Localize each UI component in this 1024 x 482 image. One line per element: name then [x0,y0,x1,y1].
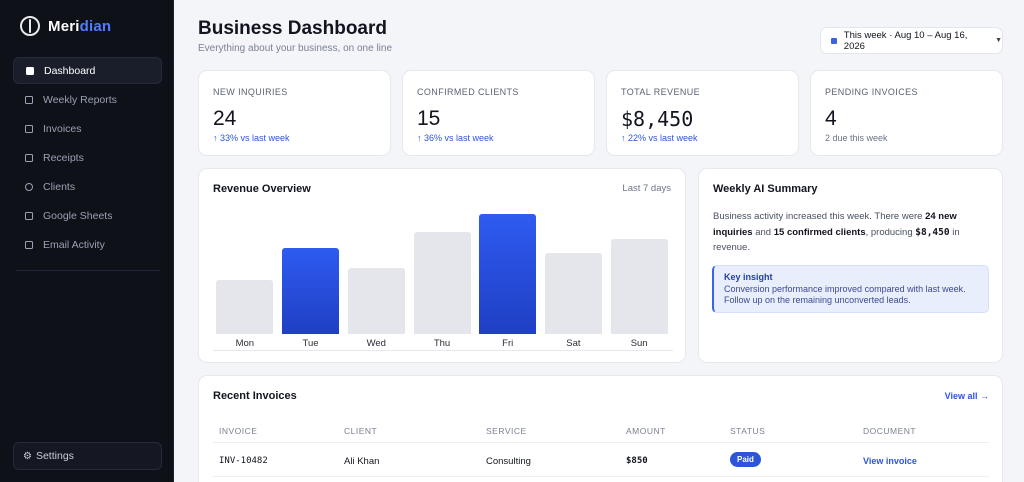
logo-icon [20,16,40,36]
invoice-service: Consulting [486,456,531,467]
stat-label: CONFIRMED CLIENTS [417,87,519,97]
stat-card-total-revenue: TOTAL REVENUE $8,450 ↑ 22% vs last week [606,70,799,156]
page-subtitle: Everything about your business, on one l… [198,43,393,54]
sidebar-item-google-sheets[interactable]: Google Sheets [13,202,162,229]
ai-summary-title: Weekly AI Summary [713,183,818,195]
clients-icon [25,182,33,191]
email-icon [25,240,33,249]
column-header-service: SERVICE [486,426,527,436]
table-header-divider [213,442,989,443]
receipt-icon [25,153,33,162]
brand-name: Meridian [48,17,112,35]
x-tick-label: Sun [630,338,648,349]
revenue-bar-chart: Mon Tue Wed Thu Fri Sat Sun [213,209,673,349]
stat-value: 4 [825,107,837,130]
sidebar: Meridian Dashboard Weekly Reports Invoic… [0,0,174,482]
sidebar-item-label: Email Activity [43,238,105,251]
sidebar-item-label: Invoices [43,122,82,135]
stat-delta: ↑ 33% vs last week [213,133,290,143]
sidebar-item-label: Weekly Reports [43,93,117,106]
bar-sun[interactable] [610,239,668,334]
column-header-amount: AMOUNT [626,426,666,436]
view-invoice-link[interactable]: View invoice [863,456,917,466]
x-tick-label: Wed [366,338,386,349]
sidebar-divider [16,270,160,271]
invoice-client: Ali Khan [344,456,380,467]
x-tick-label: Sat [566,338,581,349]
sidebar-item-weekly-reports[interactable]: Weekly Reports [13,86,162,113]
stat-value: $8,450 [621,107,694,131]
stat-value: 15 [417,107,441,130]
gear-icon: ⚙ [23,450,32,462]
stat-card-pending-invoices: PENDING INVOICES 4 2 due this week [810,70,1003,156]
column-header-status: STATUS [730,426,766,436]
stat-label: TOTAL REVENUE [621,87,701,97]
stat-label: NEW INQUIRIES [213,87,288,97]
bar-fri[interactable] [479,214,537,334]
date-range-picker[interactable]: This week · Aug 10 – Aug 16, 2026 ▼ [820,27,1003,54]
stat-delta: ↑ 36% vs last week [417,133,494,143]
ai-summary-card: Weekly AI Summary Business activity incr… [698,168,1003,363]
settings-label: Settings [35,450,74,462]
view-all-link[interactable]: View all → [944,391,989,401]
bar-mon[interactable] [216,279,274,334]
sidebar-item-label: Receipts [43,151,84,164]
column-header-client: CLIENT [344,426,378,436]
insight-text: Conversion performance improved compared… [724,284,966,305]
sidebar-item-label: Google Sheets [43,209,113,222]
sidebar-item-invoices[interactable]: Invoices [13,115,162,142]
invoices-title: Recent Invoices [213,390,297,402]
bar-thu[interactable] [413,231,471,334]
x-tick-label: Fri [502,338,514,349]
date-range-label: This week · Aug 10 – Aug 16, 2026 [843,29,968,52]
chart-range: Last 7 days [622,183,671,194]
sidebar-item-email-activity[interactable]: Email Activity [13,231,162,258]
chart-title: Revenue Overview [213,183,311,195]
column-header-document: DOCUMENT [863,426,917,436]
bar-sat[interactable] [544,252,602,334]
chart-baseline [213,350,673,351]
settings-button[interactable]: ⚙ Settings [13,442,162,470]
sidebar-item-dashboard[interactable]: Dashboard [13,57,162,84]
ai-summary-body: Business activity increased this week. T… [713,211,960,253]
insight-title: Key insight [724,272,773,282]
x-tick-label: Thu [433,338,451,349]
report-icon [25,95,33,104]
stat-delta: ↑ 22% vs last week [621,133,698,143]
stat-delta: 2 due this week [825,133,888,143]
bar-wed[interactable] [347,268,405,334]
revenue-overview-card: Revenue Overview Last 7 days Mon Tue Wed Th… [198,168,686,363]
sidebar-item-label: Clients [43,180,76,193]
stat-label: PENDING INVOICES [825,87,918,97]
status-badge: Paid [730,452,761,467]
brand-logo[interactable]: Meridian [20,16,111,36]
x-tick-label: Tue [302,338,319,349]
dashboard-icon [26,66,34,75]
stat-value: 24 [213,107,237,130]
sidebar-item-clients[interactable]: Clients [13,173,162,200]
invoice-icon [25,124,33,133]
stat-card-confirmed-clients: CONFIRMED CLIENTS 15 ↑ 36% vs last week [402,70,595,156]
sidebar-item-receipts[interactable]: Receipts [13,144,162,171]
sheets-icon [25,211,33,220]
page-title: Business Dashboard [198,18,387,39]
key-insight-callout: Key insight Conversion performance impro… [712,265,989,313]
bar-tue[interactable] [282,247,340,334]
sidebar-item-label: Dashboard [44,64,96,77]
recent-invoices-card: Recent Invoices View all → INVOICE CLIEN… [198,375,1003,482]
x-tick-label: Mon [235,338,255,349]
calendar-icon [831,37,837,44]
table-row-divider [213,476,989,477]
invoice-amount: $850 [626,456,648,466]
invoice-number: INV-10482 [219,456,268,466]
stat-card-new-inquiries: NEW INQUIRIES 24 ↑ 33% vs last week [198,70,391,156]
sidebar-nav: Dashboard Weekly Reports Invoices Receip… [13,57,162,260]
chevron-down-icon: ▼ [995,37,1002,44]
column-header-invoice: INVOICE [219,426,258,436]
